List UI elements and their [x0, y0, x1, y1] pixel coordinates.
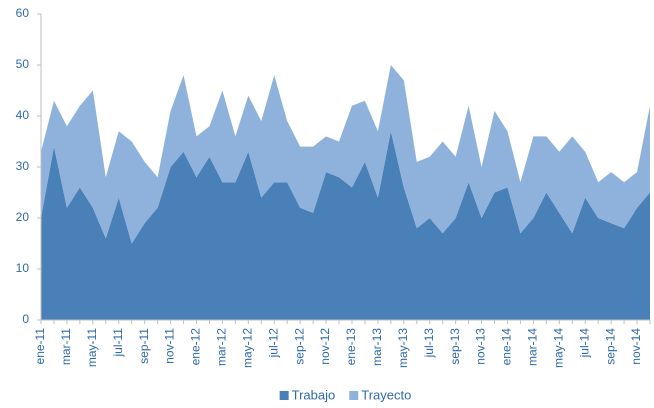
- x-tick-label: mar-13: [370, 328, 384, 366]
- legend-swatch: [349, 391, 359, 400]
- area: [41, 65, 650, 244]
- x-tick-label: jul-14: [577, 328, 591, 359]
- x-tick-label: may-13: [396, 328, 410, 368]
- x-tick-label: jul-12: [266, 328, 280, 359]
- x-tick-label: ene-14: [500, 328, 514, 366]
- y-tick-label: 60: [16, 6, 30, 20]
- x-tick-label: nov-12: [318, 328, 332, 365]
- x-tick-label: ene-11: [33, 328, 47, 365]
- x-tick-label: nov-13: [474, 328, 488, 365]
- x-tick-label: sep-11: [137, 328, 151, 364]
- x-tick-label: ene-13: [344, 328, 358, 366]
- legend-label: Trayecto: [361, 387, 411, 402]
- x-tick-label: sep-14: [603, 328, 617, 365]
- y-tick-label: 10: [16, 261, 30, 275]
- x-tick-label: sep-13: [448, 328, 462, 365]
- y-tick-label: 20: [16, 210, 30, 224]
- legend-swatch: [279, 391, 289, 400]
- legend-label: Trabajo: [292, 387, 336, 402]
- x-tick-label: mar-14: [526, 328, 540, 366]
- area: [41, 131, 650, 320]
- x-tick-label: jul-11: [111, 328, 125, 358]
- x-tick-label: may-14: [551, 328, 565, 368]
- x-tick-label: jul-13: [422, 328, 436, 359]
- x-tick-label: may-12: [240, 328, 254, 368]
- x-tick-label: mar-12: [215, 328, 229, 366]
- x-tick-label: sep-12: [292, 328, 306, 365]
- y-tick-label: 50: [16, 57, 30, 71]
- y-tick-label: 0: [22, 312, 29, 326]
- y-tick-label: 40: [16, 108, 30, 122]
- x-tick-label: mar-11: [59, 328, 73, 365]
- x-tick-label: nov-11: [163, 328, 177, 364]
- x-tick-label: nov-14: [629, 328, 643, 365]
- x-tick-label: ene-12: [189, 328, 203, 366]
- legend: Trabajo Trayecto: [279, 387, 411, 402]
- x-tick-label: may-11: [85, 328, 99, 367]
- y-tick-label: 30: [16, 159, 30, 173]
